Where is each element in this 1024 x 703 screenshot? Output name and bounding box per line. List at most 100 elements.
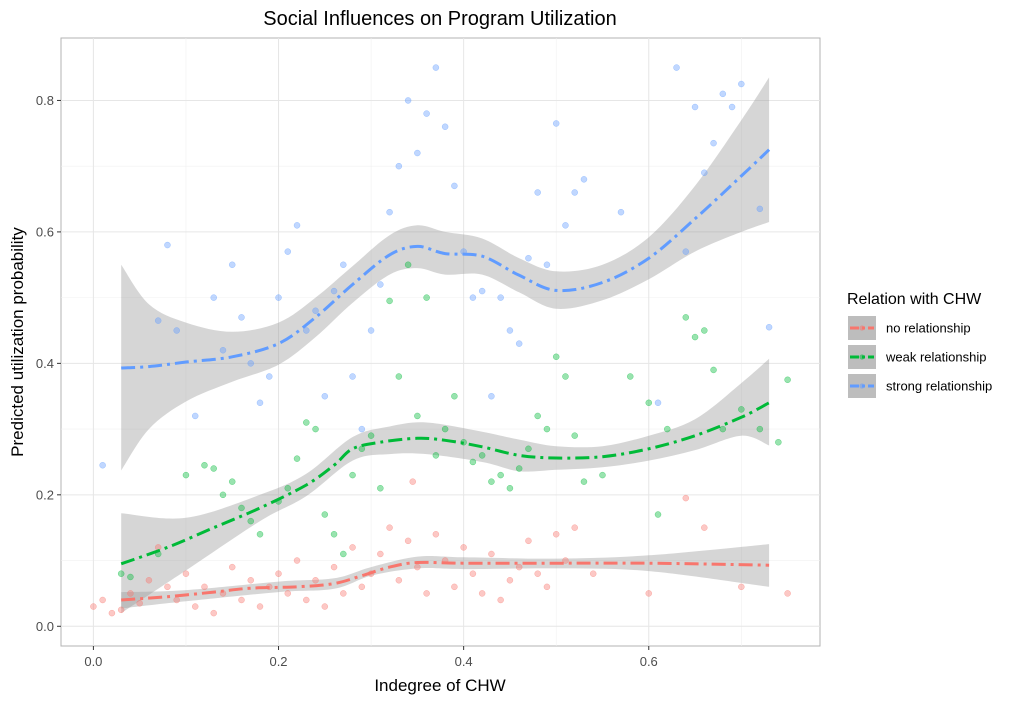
data-point [377,484,384,492]
data-point [275,570,282,577]
data-point [90,603,97,610]
data-point [117,570,125,577]
data-point [409,478,416,485]
data-point [469,458,477,466]
data-point [127,590,134,597]
data-point [589,570,597,577]
data-point [228,478,236,485]
data-point [386,297,393,305]
data-point [312,307,319,315]
data-point [330,531,338,538]
data-point [238,314,245,321]
data-point [367,432,375,439]
data-point [284,590,292,597]
data-point [275,294,282,301]
data-point [506,577,514,584]
data-point [552,120,560,127]
data-point [256,399,264,407]
data-point [266,373,273,380]
data-point [719,90,727,98]
data-point [701,524,708,531]
data-point [201,583,208,591]
grid [61,38,820,646]
data-point [164,583,171,591]
data-point [627,373,634,380]
x-tick-label: 0.0 [84,654,102,669]
data-point [145,577,153,584]
legend: Relation with CHW no relationship weak re… [847,291,992,398]
legend-label: strong relationship [886,379,992,394]
data-point [432,64,440,71]
data-point [515,340,523,347]
data-point [506,484,514,492]
scatter-points [90,64,791,617]
data-point [395,577,403,584]
smooth-line [121,148,771,370]
legend-label: no relationship [886,321,971,336]
data-point [423,590,430,597]
data-point [108,609,116,617]
data-point [238,504,245,512]
data-point [552,353,560,361]
legend-key-point [859,354,865,360]
data-point [432,452,440,459]
data-point [247,360,254,367]
smooth-line [121,560,770,602]
data-point [340,261,347,269]
data-point [386,524,393,531]
data-point [173,327,180,334]
data-point [525,254,532,262]
data-point [784,376,791,384]
data-point [562,557,569,564]
data-point [284,248,292,255]
data-point [367,327,375,334]
data-point [321,603,329,610]
data-point [423,110,430,117]
data-point [673,64,680,71]
data-point [238,596,245,604]
data-point [543,261,551,269]
data-point [654,511,662,518]
data-point [701,327,708,334]
data-point [784,590,791,597]
y-tick-label: 0.0 [36,619,54,634]
data-point [571,189,578,196]
x-tick-label: 0.2 [269,654,287,669]
data-point [617,208,625,216]
data-point [349,544,356,551]
data-point [321,511,329,518]
data-point [497,596,504,604]
data-point [664,425,671,433]
data-point [349,471,356,479]
data-point [571,432,578,439]
data-point [164,241,171,249]
data-point [182,471,190,479]
data-point [210,294,217,301]
data-point [423,294,430,301]
confidence-bands [121,77,770,614]
data-point [99,461,106,469]
data-point [756,425,764,433]
chart-title: Social Influences on Program Utilization [263,8,617,30]
data-point [247,577,254,584]
data-point [738,80,745,88]
data-point [682,494,690,502]
data-point [710,366,717,374]
data-point [738,583,745,591]
data-point [552,531,560,538]
data-point [293,455,301,462]
data-point [441,425,449,433]
confidence-band [121,544,770,609]
data-point [432,531,440,538]
data-point [312,425,319,433]
data-point [312,577,319,584]
data-point [303,419,310,426]
data-point [497,294,504,301]
axis-ticks: 0.0 0.2 0.4 0.6 0.8 0.0 0.2 0.4 0.6 [36,93,658,669]
data-point [451,392,458,400]
x-tick-label: 0.6 [640,654,658,669]
data-point [488,478,495,485]
data-point [571,524,578,531]
data-point [525,537,532,545]
